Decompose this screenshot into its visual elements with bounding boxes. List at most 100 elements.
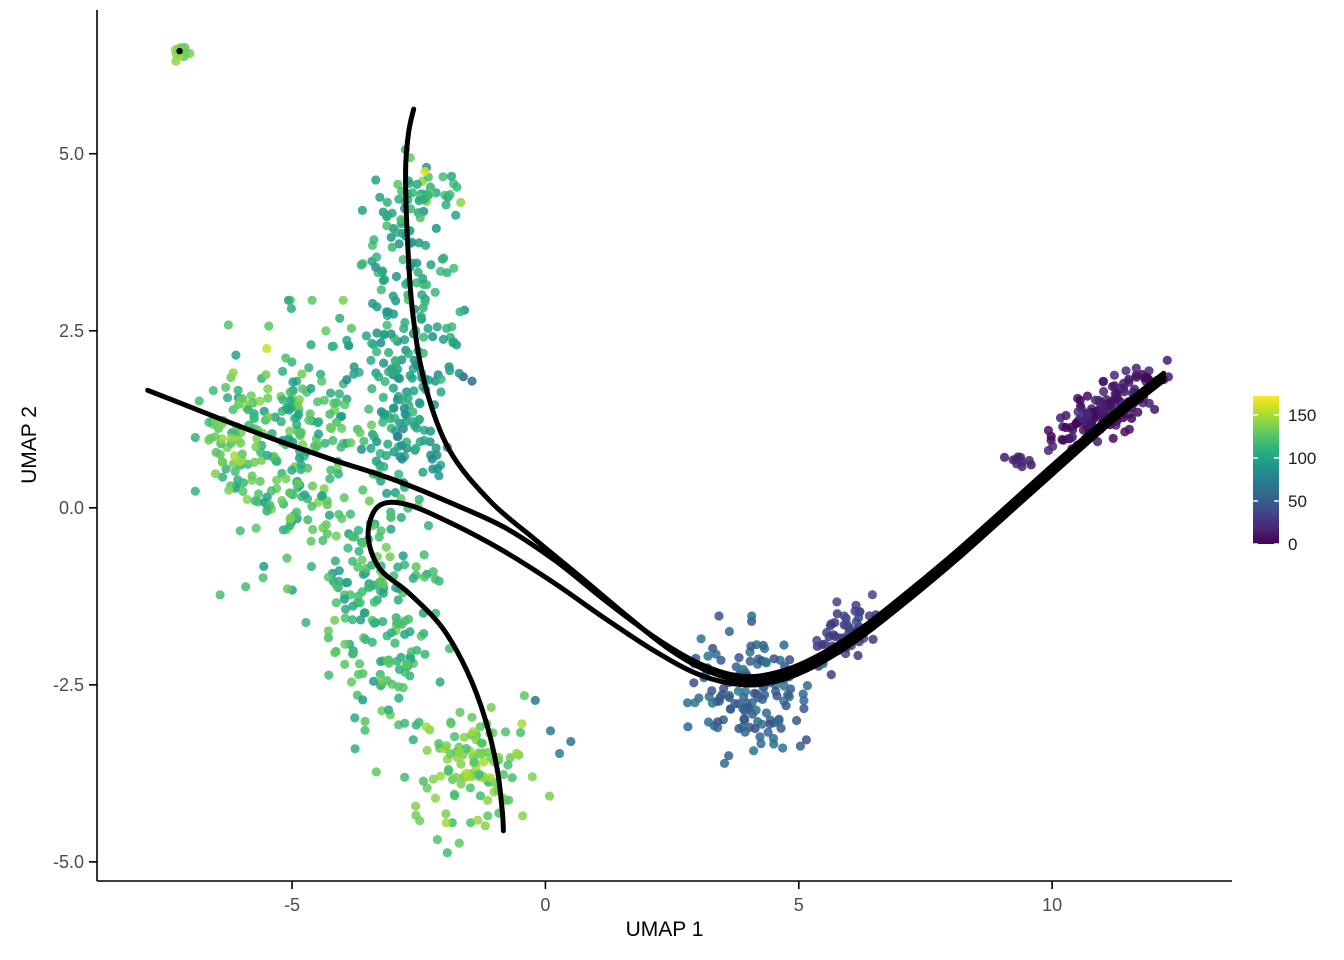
data-point <box>369 676 379 686</box>
data-point <box>368 298 378 309</box>
data-point <box>396 440 407 450</box>
data-point <box>1162 355 1172 365</box>
data-point <box>379 358 389 368</box>
data-point <box>427 454 437 464</box>
data-point <box>422 745 432 756</box>
data-point <box>498 769 509 780</box>
data-point <box>331 598 341 608</box>
data-point <box>443 766 454 777</box>
data-point <box>392 227 402 237</box>
data-point <box>1065 434 1075 444</box>
data-point <box>377 675 388 686</box>
data-point <box>394 664 404 675</box>
data-point <box>394 373 405 384</box>
data-point <box>1055 413 1066 423</box>
data-point <box>237 449 247 459</box>
data-point <box>243 405 253 415</box>
data-point <box>707 686 717 696</box>
data-point <box>733 686 744 696</box>
data-point <box>246 391 256 401</box>
data-point <box>771 686 781 697</box>
data-point <box>194 396 204 406</box>
data-point <box>325 409 335 419</box>
data-point <box>356 615 366 625</box>
data-point <box>385 552 395 562</box>
data-point <box>388 383 398 393</box>
data-point <box>781 701 791 711</box>
data-point <box>223 393 233 403</box>
data-point <box>1131 372 1142 382</box>
data-point <box>1048 441 1058 451</box>
x-tick-label: 5 <box>794 895 804 915</box>
data-point <box>456 197 466 208</box>
data-point <box>255 476 265 486</box>
data-point <box>343 543 353 553</box>
data-point <box>1127 413 1137 423</box>
data-point <box>452 182 462 192</box>
data-point <box>519 691 529 701</box>
data-point <box>408 735 418 745</box>
trajectory-endpoint-marker <box>176 47 183 55</box>
data-point <box>683 698 693 708</box>
data-point <box>346 677 357 687</box>
data-point <box>475 749 485 760</box>
data-point <box>387 242 397 252</box>
data-point <box>418 467 428 477</box>
data-point <box>719 758 730 769</box>
data-point <box>226 433 236 443</box>
data-point <box>454 368 464 378</box>
data-point <box>272 475 282 485</box>
data-point <box>238 486 248 496</box>
x-axis-ticks: -5 0 5 10 <box>284 881 1062 915</box>
data-point <box>765 719 775 729</box>
data-point <box>455 707 465 718</box>
data-point <box>342 335 352 345</box>
data-point <box>434 739 444 749</box>
data-point <box>382 307 392 317</box>
data-point <box>400 335 410 345</box>
data-point <box>761 657 771 667</box>
data-point <box>408 407 418 417</box>
data-point <box>285 387 295 397</box>
data-point <box>264 321 274 331</box>
data-point <box>713 723 723 733</box>
data-point <box>420 297 430 307</box>
data-point <box>740 715 750 725</box>
data-point <box>1097 406 1107 416</box>
data-point <box>348 601 358 611</box>
data-point <box>455 307 465 317</box>
data-point <box>518 811 528 821</box>
data-point <box>353 591 363 602</box>
colorbar-gradient <box>1253 396 1279 544</box>
data-point <box>358 695 368 705</box>
data-point <box>346 438 356 448</box>
data-point <box>258 573 268 583</box>
data-point <box>530 695 540 706</box>
data-point <box>394 469 404 479</box>
data-point <box>423 521 434 531</box>
data-point <box>724 751 734 761</box>
data-point <box>431 443 441 453</box>
data-point <box>369 235 379 245</box>
data-point <box>400 317 410 328</box>
data-point <box>235 457 245 467</box>
data-point <box>230 466 240 476</box>
data-point <box>468 727 478 737</box>
data-point <box>361 331 371 341</box>
data-point <box>354 546 364 556</box>
data-point <box>485 773 495 783</box>
data-point <box>345 509 355 519</box>
data-point <box>333 469 343 479</box>
data-point <box>350 744 360 754</box>
data-point <box>372 252 382 262</box>
data-point <box>393 595 403 605</box>
data-point <box>420 166 430 177</box>
data-point <box>315 369 326 379</box>
data-point <box>436 771 446 781</box>
data-point <box>415 816 425 826</box>
data-point <box>442 323 452 333</box>
data-point <box>1144 398 1154 408</box>
data-point <box>1099 386 1109 397</box>
data-point <box>394 693 404 703</box>
data-point <box>382 221 392 231</box>
